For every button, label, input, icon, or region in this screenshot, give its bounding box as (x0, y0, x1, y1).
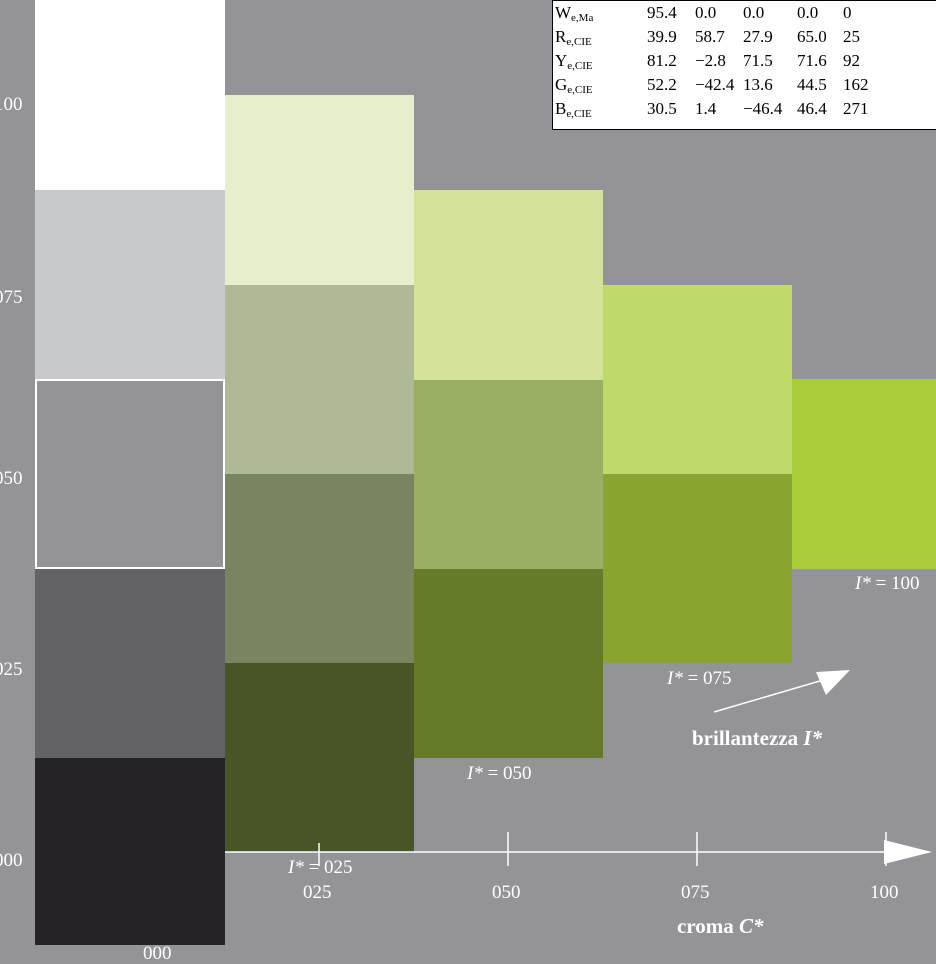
table-cell: 0.0 (797, 3, 819, 22)
table-row: Be,CIE 30.5 1.4 −46.4 46.4 271 (553, 97, 875, 121)
croma-word: croma (677, 914, 734, 938)
table-cell: 27.9 (743, 27, 773, 46)
level-symbol: I* (288, 857, 304, 878)
table-cell: 52.2 (647, 75, 677, 94)
x-tick-100: 100 (870, 882, 899, 903)
level-value: = 025 (303, 857, 353, 878)
table-row: Re,CIE 39.9 58.7 27.9 65.0 25 (553, 25, 875, 49)
row-symbol: We,Ma (553, 1, 647, 25)
col3-patch-1 (603, 285, 792, 474)
col2-patch-3 (414, 569, 603, 758)
table-row: We,Ma 95.4 0.0 0.0 0.0 0 (553, 1, 875, 25)
level-label-050: I* = 050 (467, 764, 532, 783)
brillantezza-arrow-line (713, 677, 831, 713)
col2-patch-1 (414, 190, 603, 380)
x-tick-025: 025 (303, 882, 332, 903)
table-cell: −42.4 (695, 75, 735, 94)
level-label-025: I* = 025 (288, 858, 353, 877)
x-tick-075: 075 (681, 882, 710, 903)
level-symbol: I* (855, 573, 871, 594)
col1-patch-2 (225, 285, 414, 474)
brillantezza-caption: brillantezza I* (692, 728, 822, 749)
table-cell: 71.5 (743, 51, 773, 70)
symbol-letter: Y (555, 50, 568, 70)
table-cell: 44.5 (797, 75, 827, 94)
level-label-075: I* = 075 (667, 669, 732, 688)
table-cell: 271 (843, 99, 869, 118)
row-symbol: Ye,CIE (553, 49, 647, 73)
y-tick-100: 100 (0, 94, 23, 115)
table-row: Ye,CIE 81.2 −2.8 71.5 71.6 92 (553, 49, 875, 73)
table-cell: 81.2 (647, 51, 677, 70)
brillantezza-word: brillantezza (692, 726, 799, 750)
table-cell: 25 (843, 27, 860, 46)
table-cell: 0.0 (743, 3, 765, 22)
y-tick-025: 025 (0, 659, 23, 680)
gray-patch-4 (35, 569, 225, 758)
level-symbol: I* (467, 763, 483, 784)
table-cell: 95.4 (647, 3, 677, 22)
croma-axis-arrowhead (884, 840, 932, 864)
croma-symbol: C* (739, 914, 764, 938)
col3-patch-2 (603, 474, 792, 663)
table-cell: 13.6 (743, 75, 773, 94)
col1-patch-4 (225, 663, 414, 852)
table-cell: 1.4 (695, 99, 717, 118)
col4-patch-1 (792, 379, 936, 569)
symbol-letter: R (555, 26, 567, 46)
symbol-letter: G (555, 74, 568, 94)
y-tick-050: 050 (0, 468, 23, 489)
table-cell: 162 (843, 75, 869, 94)
brillantezza-symbol: I* (803, 726, 823, 750)
symbol-subscript: e,CIE (567, 83, 593, 96)
symbol-subscript: e,CIE (566, 35, 592, 48)
symbol-subscript: e,CIE (566, 107, 592, 120)
row-symbol: Re,CIE (553, 25, 647, 49)
y-tick-075: 075 (0, 287, 23, 308)
col1-patch-3 (225, 474, 414, 663)
symbol-letter: B (555, 98, 567, 118)
col2-patch-2 (414, 380, 603, 569)
table-cell: −2.8 (695, 51, 726, 70)
row-symbol: Ge,CIE (553, 73, 647, 97)
gray-patch-2 (35, 190, 225, 379)
bottom-partial-label: 000 (143, 943, 172, 964)
table-cell: 30.5 (647, 99, 677, 118)
level-label-100: I* = 100 (855, 574, 920, 593)
gray-patch-5 (35, 758, 225, 945)
level-value: = 050 (482, 763, 532, 784)
symbol-subscript: e,Ma (571, 11, 594, 24)
table-cell: 39.9 (647, 27, 677, 46)
y-tick-000: 000 (0, 850, 23, 871)
symbol-subscript: e,CIE (567, 59, 593, 72)
gray-patch-1 (35, 0, 225, 190)
data-table-grid: We,Ma 95.4 0.0 0.0 0.0 0 Re,CIE 39.9 58.7 27.9 65.… (553, 1, 875, 121)
color-data-table: We,Ma 95.4 0.0 0.0 0.0 0 Re,CIE 39.9 58.7 27.9 65.… (552, 0, 936, 130)
table-row: Ge,CIE 52.2 −42.4 13.6 44.5 162 (553, 73, 875, 97)
level-value: = 075 (682, 668, 732, 689)
level-symbol: I* (667, 668, 683, 689)
symbol-letter: W (555, 2, 572, 22)
table-cell: 71.6 (797, 51, 827, 70)
row-symbol: Be,CIE (553, 97, 647, 121)
table-cell: 65.0 (797, 27, 827, 46)
col1-patch-1 (225, 95, 414, 285)
brillantezza-arrowhead (816, 670, 850, 695)
table-cell: 92 (843, 51, 860, 70)
gray-patch-3-outlined (35, 379, 225, 569)
level-value: = 100 (870, 573, 920, 594)
table-cell: 58.7 (695, 27, 725, 46)
table-cell: 0.0 (695, 3, 717, 22)
croma-caption: croma C* (677, 916, 764, 937)
x-tick-050: 050 (492, 882, 521, 903)
table-cell: 0 (843, 3, 852, 22)
table-cell: 46.4 (797, 99, 827, 118)
table-cell: −46.4 (743, 99, 783, 118)
